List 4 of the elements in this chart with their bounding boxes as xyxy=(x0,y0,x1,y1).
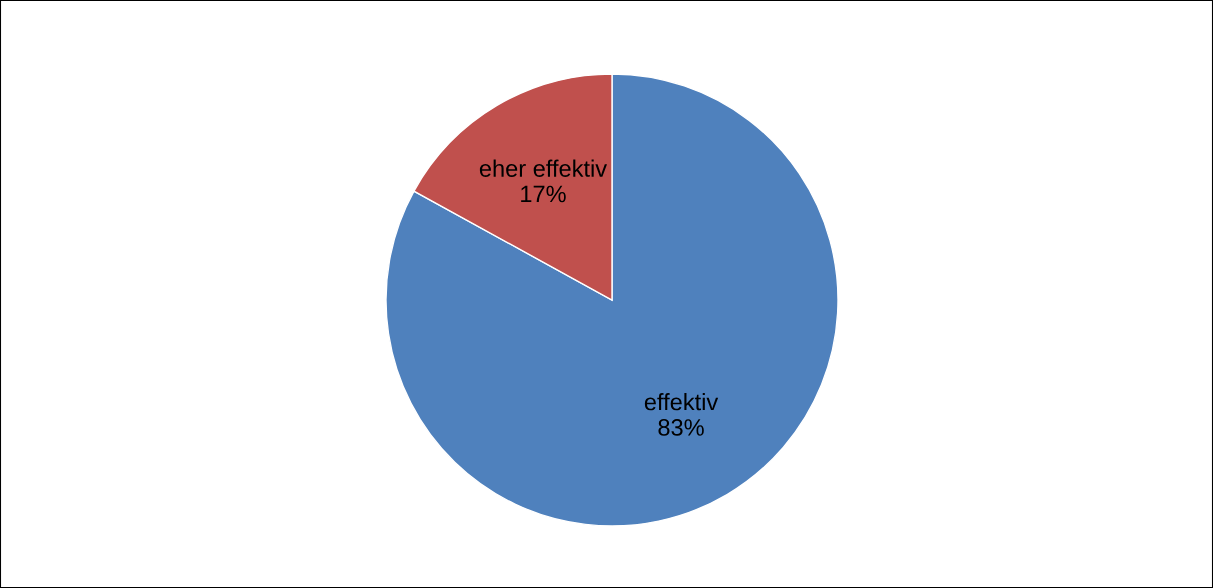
data-label: 17% xyxy=(521,185,566,203)
data-label: 83% xyxy=(658,419,704,436)
slice-label: eher effektiv xyxy=(479,159,607,177)
slice-label: effektiv xyxy=(644,393,719,411)
